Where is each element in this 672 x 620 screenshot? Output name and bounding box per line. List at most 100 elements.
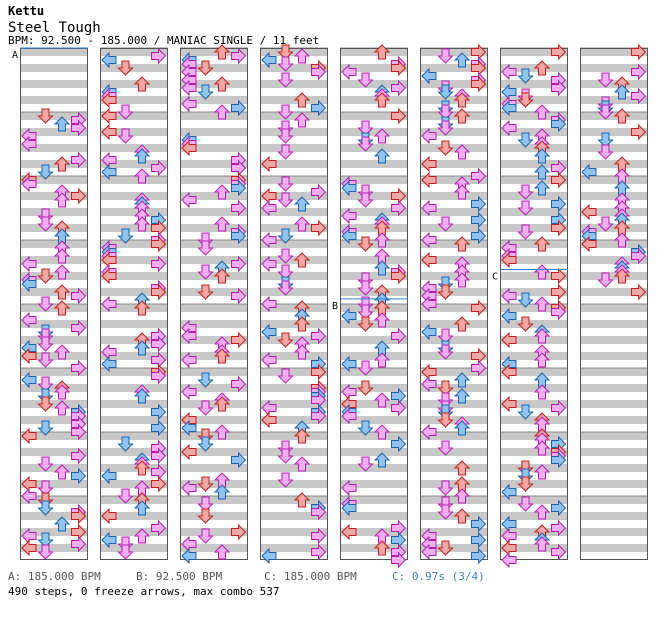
step-arrow [101, 91, 117, 109]
step-arrow [517, 292, 534, 308]
beat-stripe [260, 544, 328, 552]
step-arrow [533, 264, 551, 280]
beat-stripe [100, 224, 168, 232]
step-arrow [293, 428, 311, 444]
step-arrow [21, 255, 37, 273]
step-arrow [391, 107, 407, 125]
beat-stripe [500, 432, 568, 440]
beat-stripe [180, 304, 248, 312]
step-arrow [391, 551, 407, 569]
step-arrow [631, 63, 647, 81]
step-arrow [261, 295, 277, 313]
beat-stripe [580, 48, 648, 56]
step-arrow [501, 483, 517, 501]
beat-stripe [100, 528, 168, 536]
step-arrow [533, 148, 551, 164]
step-arrow [133, 148, 151, 164]
step-arrow [117, 436, 134, 452]
step-arrow [37, 336, 54, 352]
step-arrow [151, 419, 167, 437]
step-arrow [453, 236, 471, 252]
step-arrow [551, 115, 567, 133]
step-arrow [53, 192, 71, 208]
beat-stripe [580, 336, 648, 344]
beat-stripe [500, 544, 568, 552]
step-arrow [357, 380, 374, 396]
beat-stripe [100, 512, 168, 520]
beat-stripe [260, 48, 328, 56]
beat-stripe [420, 160, 488, 168]
beat-stripe [20, 176, 88, 184]
beat-stripe [580, 480, 648, 488]
step-arrow [471, 515, 487, 533]
step-arrow [437, 104, 454, 120]
beat-stripe [420, 432, 488, 440]
beat-stripe [180, 256, 248, 264]
column-border [260, 48, 328, 560]
step-arrow [597, 272, 614, 288]
step-arrow [53, 116, 71, 132]
step-arrow [437, 216, 454, 232]
beat-stripe [500, 256, 568, 264]
step-arrow [437, 284, 454, 300]
step-arrow [71, 319, 87, 337]
step-arrow [151, 283, 167, 301]
step-arrow [231, 523, 247, 541]
beat-stripe [500, 400, 568, 408]
step-arrow [421, 423, 437, 441]
step-arrow [37, 352, 54, 368]
step-arrow [501, 287, 517, 305]
beat-stripe [100, 128, 168, 136]
beat-stripe [20, 144, 88, 152]
step-arrow [373, 128, 391, 144]
step-arrow [133, 76, 151, 92]
step-arrow [293, 492, 311, 508]
step-arrow [37, 268, 54, 284]
step-arrow [373, 352, 391, 368]
step-arrow [533, 180, 551, 196]
beat-stripe [180, 464, 248, 472]
step-arrow [231, 47, 247, 65]
step-arrow [213, 348, 231, 364]
beat-stripe [420, 208, 488, 216]
step-arrow [341, 479, 357, 497]
beat-stripe [500, 48, 568, 56]
beat-stripe [500, 64, 568, 72]
beat-stripe [260, 160, 328, 168]
step-arrow [437, 540, 454, 556]
beat-stripe [500, 448, 568, 456]
beat-stripe [260, 176, 328, 184]
beat-stripe [180, 192, 248, 200]
step-arrow [311, 543, 327, 561]
beat-stripe [100, 288, 168, 296]
beat-stripe [180, 544, 248, 552]
step-arrow [213, 544, 231, 560]
step-arrow [437, 84, 454, 100]
beat-stripe [180, 368, 248, 376]
step-arrow [37, 296, 54, 312]
beat-stripe [20, 208, 88, 216]
step-arrow [357, 72, 374, 88]
step-arrow [391, 267, 407, 285]
beat-stripe [420, 400, 488, 408]
beat-stripe [260, 528, 328, 536]
step-arrow [53, 300, 71, 316]
beat-stripe [20, 128, 88, 136]
beat-stripe [100, 192, 168, 200]
step-arrow [21, 275, 37, 293]
step-arrow [581, 163, 597, 181]
step-arrow [341, 355, 357, 373]
step-arrow [277, 472, 294, 488]
step-arrow [213, 104, 231, 120]
step-arrow [311, 219, 327, 237]
step-arrow [181, 443, 197, 461]
step-arrow [37, 216, 54, 232]
beat-stripe [260, 320, 328, 328]
step-arrow [261, 231, 277, 249]
step-arrow [151, 47, 167, 65]
step-arrow [421, 323, 437, 341]
beat-stripe [420, 48, 488, 56]
step-arrow [53, 344, 71, 360]
beat-stripe [580, 512, 648, 520]
step-arrow [533, 328, 551, 344]
